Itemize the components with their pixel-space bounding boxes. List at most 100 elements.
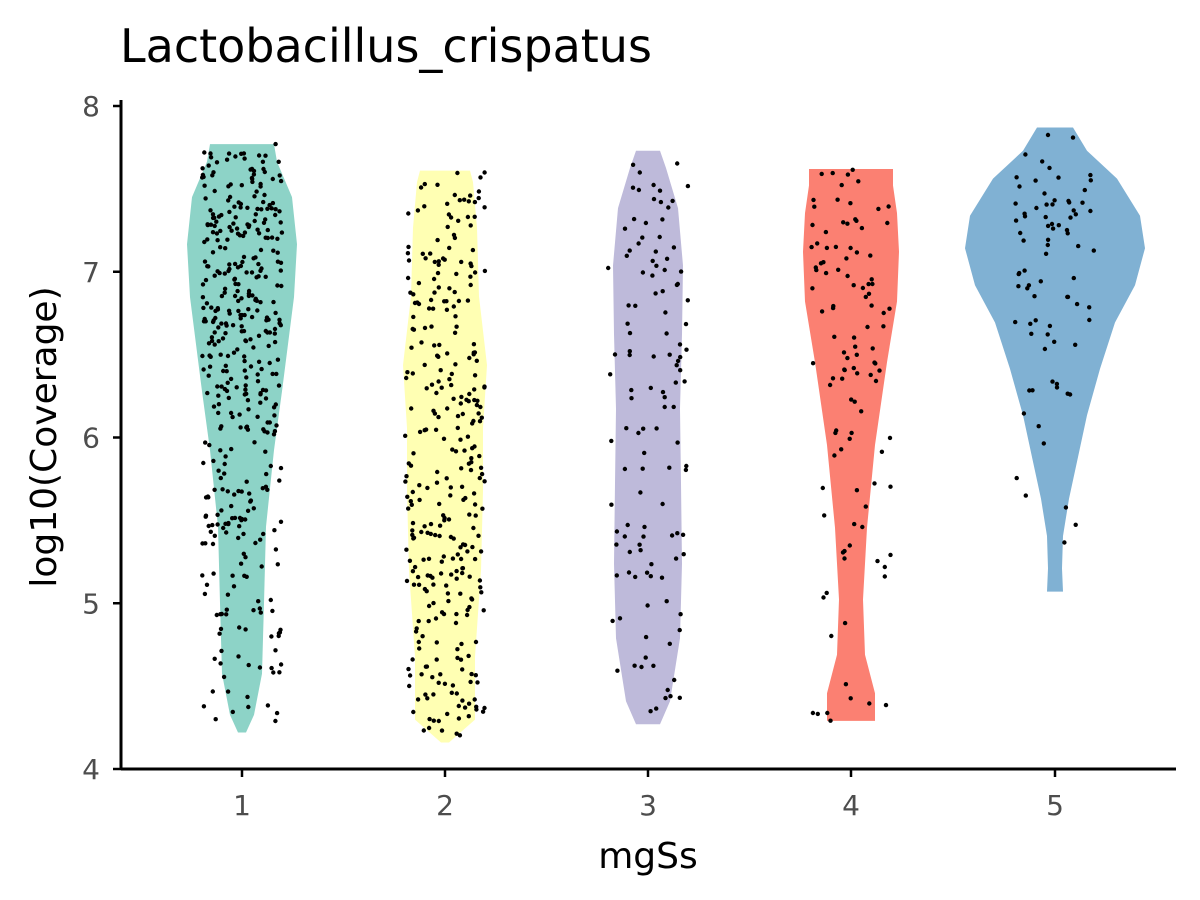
data-point (459, 466, 464, 471)
data-point (437, 523, 443, 528)
data-point (213, 717, 218, 722)
data-point (466, 714, 471, 719)
data-point (434, 480, 440, 485)
data-point (256, 261, 261, 267)
data-point (873, 361, 878, 366)
data-point (249, 270, 255, 275)
data-point (856, 179, 861, 184)
data-point (225, 237, 230, 242)
data-point (471, 491, 477, 496)
data-point (469, 263, 474, 269)
data-point (246, 293, 252, 299)
data-point (1045, 223, 1051, 229)
data-point (206, 264, 211, 269)
data-point (1022, 211, 1027, 216)
data-point (1038, 279, 1044, 284)
data-point (831, 303, 836, 309)
data-point (448, 485, 453, 490)
data-point (422, 181, 427, 187)
data-point (218, 228, 223, 234)
data-point (417, 483, 422, 488)
data-point (815, 241, 820, 246)
data-point (832, 453, 837, 458)
data-point (639, 664, 644, 670)
data-point (664, 331, 669, 336)
data-point (677, 695, 682, 700)
data-point (1052, 339, 1057, 344)
data-point (466, 399, 471, 404)
data-point (212, 223, 217, 229)
data-point (447, 286, 452, 291)
data-point (278, 220, 283, 225)
data-point (633, 303, 638, 308)
data-point (1080, 200, 1085, 205)
data-point (244, 375, 249, 380)
data-point (648, 574, 653, 579)
data-point (444, 476, 449, 481)
data-point (662, 267, 667, 273)
data-point (415, 574, 421, 580)
data-point (456, 716, 462, 721)
data-point (449, 382, 454, 388)
data-point (1087, 305, 1092, 310)
data-point (232, 492, 237, 497)
data-point (225, 380, 230, 385)
data-point (457, 198, 462, 203)
data-point (229, 446, 234, 452)
data-point (1013, 201, 1018, 206)
data-point (242, 230, 248, 235)
data-point (207, 442, 212, 448)
data-point (261, 220, 267, 225)
data-point (270, 200, 276, 206)
data-point (609, 502, 614, 507)
data-point (260, 486, 265, 491)
data-point (1087, 317, 1092, 323)
data-point (641, 426, 646, 431)
data-point (662, 404, 667, 410)
data-point (423, 692, 428, 697)
data-point (224, 388, 230, 394)
data-point (271, 248, 276, 253)
violin-3 (613, 150, 683, 725)
data-point (271, 670, 276, 675)
data-point (609, 438, 614, 444)
data-point (829, 633, 834, 639)
data-point (680, 532, 686, 537)
data-point (231, 584, 237, 589)
data-point (239, 329, 244, 334)
data-point (678, 269, 684, 274)
data-point (236, 308, 241, 314)
data-point (278, 323, 283, 328)
data-point (273, 212, 278, 218)
data-point (875, 558, 880, 564)
data-point (274, 371, 279, 377)
data-point (467, 604, 472, 610)
data-point (678, 354, 683, 360)
data-point (883, 702, 889, 708)
data-point (627, 349, 632, 354)
data-point (439, 559, 444, 564)
data-point (876, 206, 881, 212)
data-point (262, 192, 267, 198)
data-point (1074, 301, 1080, 307)
data-point (1088, 172, 1093, 178)
data-point (461, 497, 466, 502)
data-point (820, 485, 825, 491)
data-point (248, 337, 253, 342)
data-point (847, 436, 852, 441)
violin-layer (187, 127, 1145, 743)
data-point (423, 664, 429, 669)
data-point (268, 463, 273, 469)
data-point (266, 343, 271, 349)
x-tick-label: 1 (233, 789, 251, 822)
data-point (211, 404, 217, 409)
data-point (433, 532, 438, 538)
data-point (424, 589, 429, 594)
data-point (216, 410, 221, 416)
data-point (449, 371, 454, 377)
data-point (869, 303, 874, 308)
data-point (270, 371, 275, 377)
data-point (462, 448, 467, 453)
data-point (430, 306, 436, 311)
data-point (273, 141, 278, 147)
